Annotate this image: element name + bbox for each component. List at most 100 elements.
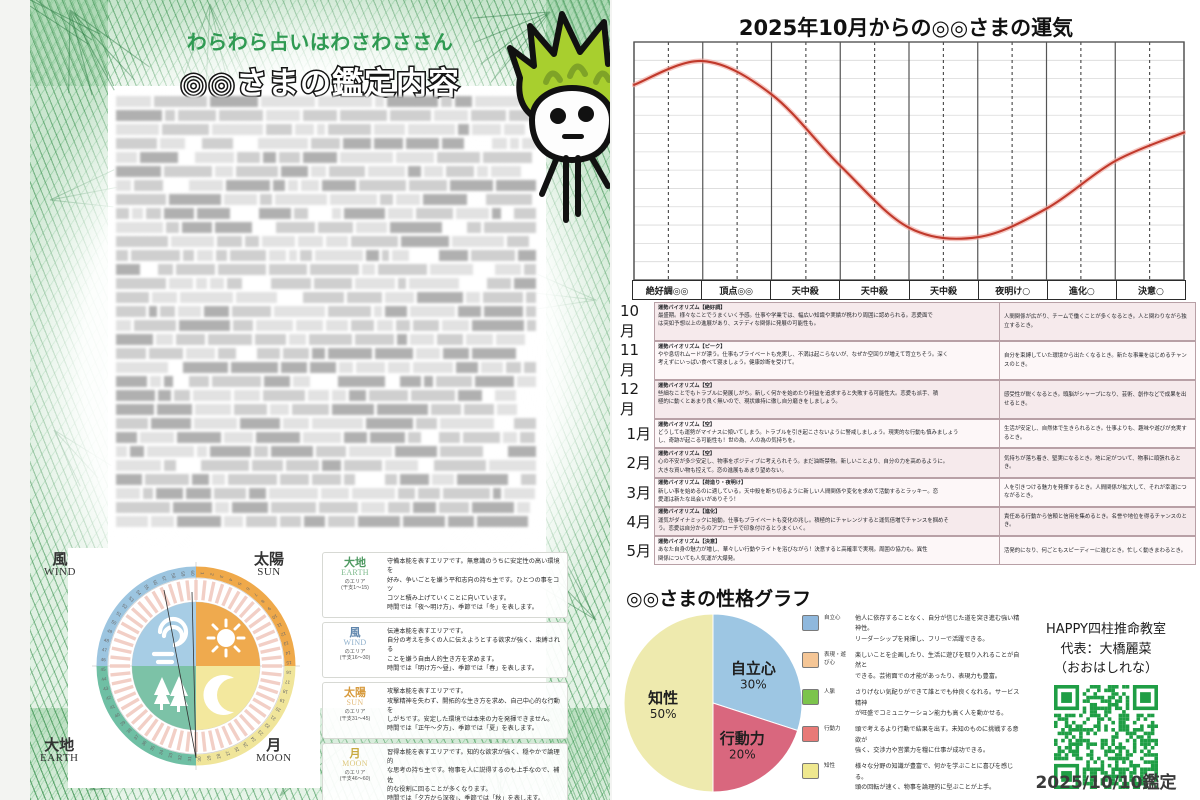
redacted-reading-text	[116, 96, 537, 527]
month-text-line: し、奇跡が起こる可能性も！世の為、人の為の気持ちを。	[658, 438, 799, 445]
wheel-label-sun-en: SUN	[257, 566, 281, 578]
month-description-cell: 運勢バイオリズム【絶好調】最盛期。様々なことでうまくいく予感。仕事や学業では、幅…	[654, 302, 1000, 341]
element-range-label: (干支16〜30)	[339, 655, 371, 662]
fortune-biorhythm-chart	[632, 41, 1186, 281]
redacted-line	[116, 222, 536, 233]
redacted-line	[116, 236, 536, 247]
table-row: 11月 運勢バイオリズム【ピーク】 やや息切れムードが漂う。仕事もプライベートも充実…	[620, 341, 1196, 380]
legend-swatch	[802, 763, 819, 780]
element-name-en: SUN	[346, 698, 364, 708]
element-description-line: 習得本能を表すエリアです。知的な欲求が強く、穏やかで論理的	[387, 748, 560, 766]
month-label: 2月	[626, 454, 651, 473]
month-description-cell: 運勢バイオリズム【ピーク】 やや息切れムードが漂う。仕事もプライベートも充実し、不…	[654, 341, 1000, 380]
phase-label-1: 頂点◎◎	[702, 281, 772, 299]
legend-label: 人脈	[824, 689, 836, 696]
month-heading: 運勢バイオリズム【絶好調】	[658, 304, 726, 311]
redacted-line	[116, 446, 537, 457]
month-label: 12月	[620, 380, 640, 418]
element-description-line: しがちです。安定した環境では本来の力を発揮できません。	[387, 716, 554, 724]
legend-swatch	[802, 652, 819, 669]
element-description-line: 時間では「夕方から深夜」、季節では「秋」を表します。	[387, 795, 545, 800]
wheel-label-earth-en: EARTH	[40, 752, 79, 764]
element-description: 伝達本能を表すエリアです。 自分の考えを多くの人に伝えようとする欲求が強く、束縛さ…	[387, 627, 562, 673]
month-heading: 運勢バイオリズム【ピーク】	[658, 343, 726, 350]
redacted-line	[116, 516, 536, 527]
footer-representative-reading: （おおはしれな）	[1053, 661, 1158, 676]
svg-text:45: 45	[100, 667, 106, 672]
pie-label-name: 行動力	[719, 729, 765, 747]
legend-description-line: 頭の回転が速く、物事を論理的に型ぶことが上手。	[855, 784, 996, 792]
redacted-line	[116, 362, 536, 373]
wheel-label-wind-en: WIND	[44, 566, 76, 578]
element-description: 守備本能を表すエリアです。無意識のうちに安定性の高い環境を 好み、争いごとを嫌う平…	[387, 557, 562, 613]
legend-description: 頭で考えるより行動で結果を出す。未知のものに挑戦する意欲が 強く、交渉力や営業力を…	[855, 725, 1024, 756]
redacted-line	[116, 432, 536, 443]
element-card-moon: 月 MOON のエリア (干支46〜60) 習得本能を表すエリアです。知的な欲求が強く、…	[322, 742, 568, 800]
legend-description: 他人に依存することなく、自分が信じた道を突き進む強い精神性。 リーダーシップを発揮…	[855, 614, 1024, 645]
legend-description-line: 頭で考えるより行動で結果を出す。未知のものに挑戦する意欲が	[855, 726, 1019, 744]
redacted-line	[116, 474, 536, 485]
month-text-line: 大きな買い物も控えて。恋の進展もあまり望めない。	[658, 467, 787, 474]
element-description-line: な思考の持ち主です。物事を人に説得するのも上手なので、補佐	[387, 767, 560, 784]
month-label: 11月	[620, 341, 640, 379]
redacted-line	[116, 278, 536, 289]
month-text-line: 考えずにいっぱい食べて寝ましょう。健康診断を受けて。	[658, 360, 798, 367]
redacted-line	[116, 124, 536, 135]
redacted-line	[116, 390, 536, 401]
qr-code-icon[interactable]	[1054, 684, 1158, 789]
redacted-line	[116, 96, 536, 107]
month-keyword-cell: 気持ちが落ち着き、堅実になるとき。地に足がついて、物事に頑張れるとき。	[1000, 448, 1196, 478]
phase-label-2: 天中殺	[771, 281, 841, 299]
redacted-line	[116, 110, 536, 121]
element-description-line: ことを嫌う自由人的生き方を求めます。	[387, 655, 498, 663]
table-row: 2月 運勢バイオリズム【空】 心の不安が多少安定し、物事をポジティブに考えられそう。…	[620, 448, 1196, 478]
legend-item-2: 人脈 さりげない気配りができて誰とでも仲良くなれる。サービス精神 が旺盛でコミュニケ…	[802, 688, 1024, 719]
element-name-en: WIND	[343, 637, 367, 647]
table-row: 12月 運勢バイオリズム【空】 些細なことでもトラブルに発展しがち。新しく何かを始め…	[620, 380, 1196, 419]
footer-credit-block: HAPPY四柱推命教室 代表：大橋麗菜 （おおはしれな）	[1018, 620, 1194, 794]
month-text-line: 愛運は新たな出会いがありそう！	[658, 496, 739, 503]
wheel-label-moon: 月 MOON	[256, 738, 292, 764]
element-name-en: MOON	[342, 758, 368, 768]
legend-item-0: 自立心 他人に依存することなく、自分が信じた道を突き進む強い精神性。 リーダーシップ…	[802, 614, 1024, 645]
month-keyword-cell: 人を引きつける魅力を発揮するとき。人間関係が拡大して、それが幸運につながるとき。	[1000, 477, 1196, 507]
month-heading: 運勢バイオリズム【進化】	[658, 509, 721, 516]
pie-slice-1	[712, 702, 799, 793]
element-badge-wind: 風 WIND のエリア (干支16〜30)	[328, 626, 382, 662]
pie-label-value: 30%	[740, 678, 767, 692]
pie-label-name: 自立心	[731, 660, 776, 678]
month-keyword-cell: 自分を束縛していた環境から出たくなるとき。新たな事業をはじめるチャンスのとき。	[1000, 341, 1196, 380]
month-description-cell: 運勢バイオリズム【荷造り・夜明け】 新しい事を始めるのに適している。天中殺を断ち切…	[654, 477, 1000, 507]
month-heading: 運勢バイオリズム【空】	[658, 421, 716, 428]
footer-org-name: HAPPY四柱推命教室	[1045, 622, 1166, 637]
redacted-line	[116, 460, 537, 471]
redacted-line	[116, 334, 536, 345]
monthly-fortune-table: 10月 運勢バイオリズム【絶好調】 最盛期。様々なことでうまくいく予感。仕事や学業で…	[620, 302, 1196, 566]
pie-label-value: 50%	[650, 707, 677, 721]
redacted-line	[116, 376, 536, 387]
phase-label-3: 天中殺	[840, 281, 910, 299]
month-text-line: どうしても運勢がマイナスに傾いてしまう。トラブルを引き起こさないように警戒しまし…	[658, 430, 959, 437]
fortune-phase-label-row: 絶好調◎◎ 頂点◎◎ 天中殺 天中殺 天中殺 夜明け○ 進化○ 決意○	[632, 280, 1186, 300]
fortune-chart-title: 2025年10月からの◎◎さまの運気	[738, 16, 1074, 40]
element-range-label: (干支1〜15)	[341, 585, 369, 592]
element-card-wind: 風 WIND のエリア (干支16〜30) 伝達本能を表すエリアです。 自分の考えを多くの…	[322, 621, 568, 679]
redacted-line	[116, 152, 536, 163]
table-row: 10月 運勢バイオリズム【絶好調】 最盛期。様々なことでうまくいく予感。仕事や学業で…	[620, 302, 1196, 341]
legend-label: 知性	[824, 763, 836, 770]
month-heading: 運勢バイオリズム【空】	[658, 382, 716, 389]
month-text-line: 最盛期。様々なことでうまくいく予感。仕事や学業では、幅広い知識や実績が携わり周囲…	[658, 313, 933, 320]
month-description-cell: 運勢バイオリズム【空】 心の不安が多少安定し、物事をポジティブに考えられそう。まだ…	[654, 448, 1000, 478]
month-label: 10月	[620, 302, 640, 340]
svg-text:46: 46	[101, 657, 107, 662]
table-row: 5月 運勢バイオリズム【決意】 あなた自身の魅力が増し、華々しい行動やライトを浴びな…	[620, 536, 1196, 566]
element-description-line: 時間では「夜〜明け方」、季節では「冬」を表します。	[387, 604, 538, 612]
element-description-line: 攻撃精神を失わず、開拓的な生き方を求め、自己中心的な行動を	[387, 697, 560, 714]
element-card-earth: 大地 EARTH のエリア (干支1〜15) 守備本能を表すエリアです。無意識のうちに安…	[322, 552, 568, 618]
personality-legend: 自立心 他人に依存することなく、自分が信じた道を突き進む強い精神性。 リーダーシップ…	[802, 614, 1024, 793]
legend-description: 楽しいことを企画したり、生活に遊びを取り入れることが自然と できる。芸術面での才能…	[855, 651, 1024, 682]
wheel-label-earth-jp: 大地	[44, 736, 75, 754]
redacted-line	[116, 166, 536, 177]
month-label: 3月	[626, 483, 651, 502]
